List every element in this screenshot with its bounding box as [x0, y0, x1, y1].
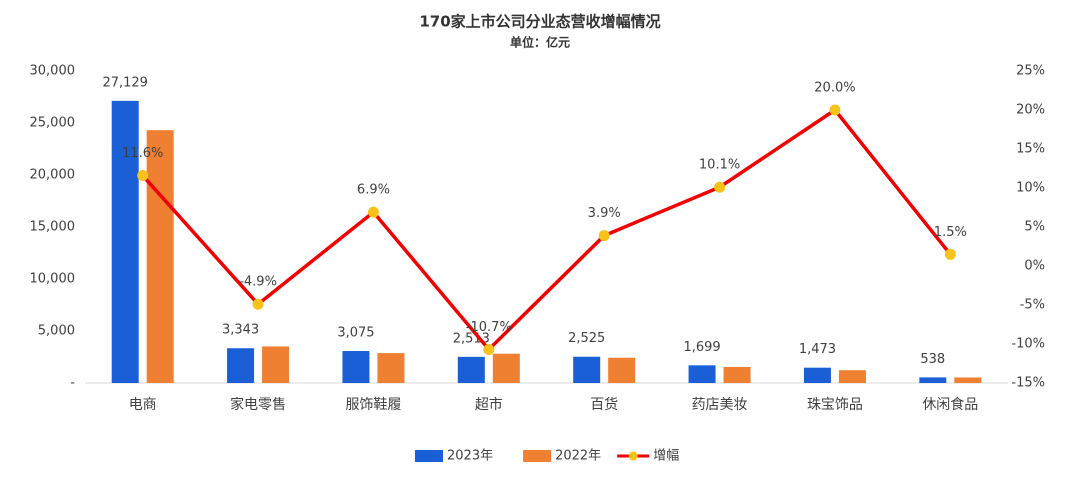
line-marker	[829, 104, 841, 116]
line-marker	[714, 181, 726, 193]
bar	[262, 346, 290, 383]
bar	[954, 377, 982, 383]
y-tick-label: 5,000	[38, 324, 75, 339]
y2-tick-label: 25%	[1016, 64, 1045, 79]
data-label: 538	[920, 352, 945, 367]
data-label: 3,075	[337, 326, 374, 341]
data-label: 11.6%	[122, 146, 163, 161]
y-tick-label: 10,000	[30, 272, 76, 287]
y-tick-label: 25,000	[30, 116, 76, 131]
x-tick-label: 超市	[475, 396, 503, 413]
legend-label: 增幅	[653, 449, 679, 464]
y2-tick-label: 20%	[1016, 103, 1045, 118]
line-marker	[137, 170, 149, 182]
legend-label: 2023年	[447, 449, 493, 464]
y2-tick-label: 10%	[1016, 181, 1045, 196]
bar	[688, 365, 716, 383]
legend-swatch	[415, 450, 443, 462]
bar	[342, 351, 370, 383]
bar	[457, 356, 485, 383]
y2-tick-label: -5%	[1020, 298, 1045, 313]
data-label: 1.5%	[934, 225, 967, 240]
bar	[146, 130, 174, 383]
line-marker	[367, 206, 379, 218]
y2-tick-label: 0%	[1024, 259, 1045, 274]
line-marker	[598, 230, 610, 242]
bar	[573, 356, 601, 383]
legend-swatch	[523, 450, 552, 462]
y-tick-label: 15,000	[30, 220, 76, 235]
data-label: 1,699	[683, 340, 720, 355]
line-marker	[944, 248, 956, 260]
data-label: 3,343	[222, 323, 259, 338]
data-label: 6.9%	[357, 183, 390, 198]
bar	[919, 377, 947, 383]
chart-title: 170家上市公司分业态营收增幅情况	[419, 13, 660, 31]
bar	[723, 366, 751, 383]
bar	[377, 353, 405, 383]
data-label: 2,525	[568, 331, 605, 346]
x-tick-label: 服饰鞋履	[345, 397, 401, 413]
data-label: -10.7%	[466, 320, 512, 335]
y-tick-label: -	[70, 376, 75, 391]
data-label: 20.0%	[814, 81, 855, 96]
chart-subtitle: 单位：亿元	[510, 35, 570, 50]
x-tick-label: 珠宝饰品	[807, 397, 863, 413]
data-label: 1,473	[799, 342, 836, 357]
x-tick-label: 休闲食品	[922, 396, 978, 413]
data-label: 27,129	[102, 75, 148, 90]
legend-marker	[628, 451, 638, 461]
bar	[838, 370, 866, 383]
data-label: 3.9%	[588, 206, 621, 221]
y2-tick-label: 15%	[1016, 142, 1045, 157]
bar	[227, 348, 255, 383]
line-marker	[252, 298, 264, 310]
y-tick-label: 30,000	[30, 64, 76, 79]
x-tick-label: 药店美妆	[692, 397, 748, 413]
y2-tick-label: -15%	[1011, 376, 1045, 391]
x-tick-label: 百货	[590, 396, 618, 413]
x-tick-label: 电商	[129, 397, 157, 413]
data-label: 2,513	[453, 331, 490, 346]
x-tick-label: 家电零售	[230, 396, 286, 413]
bar	[803, 367, 831, 383]
y-tick-label: 20,000	[30, 168, 76, 183]
legend-label: 2022年	[555, 449, 601, 464]
bar	[492, 353, 520, 383]
y2-tick-label: 5%	[1024, 220, 1045, 235]
line	[141, 107, 952, 353]
bar	[608, 357, 636, 383]
data-label: -4.9%	[239, 275, 277, 290]
line-marker	[483, 343, 495, 355]
bar	[111, 100, 139, 383]
data-label: 10.1%	[699, 158, 740, 173]
y2-tick-label: -10%	[1011, 337, 1045, 352]
